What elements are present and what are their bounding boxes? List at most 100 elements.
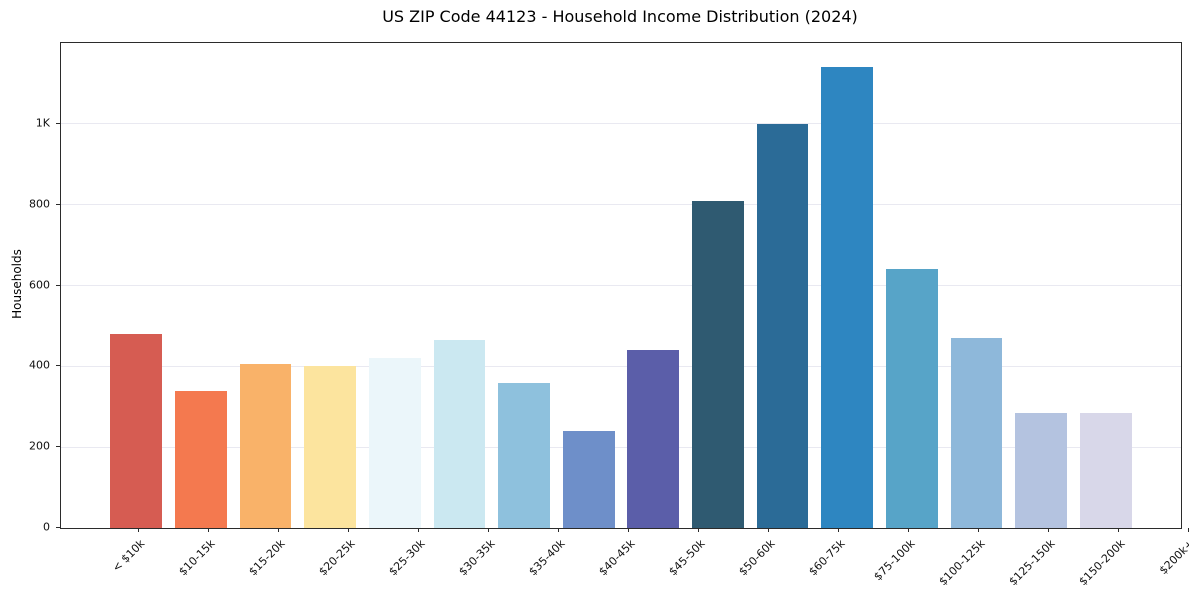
x-tick-mark — [558, 528, 559, 532]
bar-slot — [880, 43, 945, 528]
x-slot: $45-50k — [663, 528, 733, 590]
x-tick-mark — [698, 528, 699, 532]
x-tick-label: $30-35k — [455, 537, 498, 579]
y-tick-mark — [56, 284, 60, 286]
x-tick-mark — [1048, 528, 1049, 532]
gridline — [61, 285, 1181, 286]
x-tick-label: < $10k — [109, 537, 148, 575]
x-slot: $25-30k — [383, 528, 453, 590]
y-tick-label: 0 — [43, 520, 50, 534]
gridline — [61, 446, 1181, 448]
y-tick-mark — [56, 527, 60, 528]
bar-slot — [427, 43, 492, 528]
x-slot: $75-100k — [870, 528, 943, 590]
y-tick-mark — [56, 203, 60, 205]
bar — [110, 334, 163, 528]
bar-slot — [944, 43, 1009, 528]
x-tick-mark — [1118, 528, 1119, 532]
bar — [1079, 412, 1132, 528]
bar — [756, 123, 809, 528]
gridline-layer — [61, 43, 1181, 528]
y-tick-label: 200 — [29, 439, 50, 453]
x-tick-mark — [348, 528, 349, 532]
bar — [1015, 412, 1067, 528]
x-slot: $40-45k — [593, 528, 663, 590]
x-tick-label: $125-150k — [1006, 537, 1058, 589]
x-tick-label: $75-100k — [870, 537, 918, 584]
x-slot: $35-40k — [523, 528, 593, 590]
plot-area — [60, 42, 1182, 529]
bar — [885, 269, 938, 528]
x-tick-layer: < $10k $10-15k $15-20k $20-25k $25-30k $30-35… — [60, 528, 1189, 590]
x-tick-label: $40-45k — [595, 537, 638, 579]
y-tick-mark — [56, 122, 60, 124]
x-tick-label: $25-30k — [385, 537, 428, 579]
y-tick-label: 400 — [29, 358, 50, 372]
x-tick-label: $60-75k — [805, 537, 848, 579]
x-tick-mark — [418, 528, 419, 532]
bar-slot — [104, 43, 169, 528]
bar — [821, 67, 874, 528]
bar — [950, 338, 1003, 528]
bar-slot — [363, 43, 428, 528]
x-tick-label: $35-40k — [525, 537, 568, 579]
gridline — [61, 123, 1181, 125]
bar — [239, 364, 292, 528]
bar-slot — [492, 43, 557, 528]
x-slot: $60-75k — [803, 528, 873, 590]
bar — [562, 431, 615, 528]
chart-title: US ZIP Code 44123 - Household Income Dis… — [382, 7, 858, 26]
bar — [175, 390, 227, 528]
x-tick-label: $10-15k — [175, 537, 218, 579]
x-tick-mark — [138, 528, 139, 532]
x-tick-label: $15-20k — [245, 537, 288, 579]
y-tick-mark — [56, 365, 60, 367]
bar-slot — [1073, 43, 1138, 528]
x-tick-mark — [488, 528, 489, 532]
bar — [692, 200, 744, 528]
x-slot: $10-15k — [173, 528, 243, 590]
x-tick-label: $45-50k — [665, 537, 708, 579]
bar-slot — [815, 43, 880, 528]
bar-slot — [1009, 43, 1074, 528]
y-tick-mark — [56, 446, 60, 448]
x-tick-mark — [278, 528, 279, 532]
x-slot: < $10k — [103, 528, 173, 590]
x-slot: $150-200k — [1076, 528, 1153, 590]
x-tick-mark — [838, 528, 839, 532]
bar-slot — [686, 43, 751, 528]
x-tick-mark — [208, 528, 209, 532]
x-tick-label: $50-60k — [735, 537, 778, 579]
x-tick-label: $200k+ — [1157, 537, 1189, 578]
gridline — [61, 365, 1181, 367]
bar-slot — [556, 43, 621, 528]
x-tick-label: $100-125k — [936, 537, 988, 589]
bar — [433, 340, 486, 528]
x-tick-label: $150-200k — [1076, 537, 1128, 589]
bars-layer — [61, 43, 1181, 528]
x-tick-mark — [908, 528, 909, 532]
x-slot: $15-20k — [243, 528, 313, 590]
x-slot: $200k+ — [1153, 528, 1189, 590]
bar — [368, 358, 421, 528]
bar — [498, 382, 550, 528]
bar — [304, 366, 357, 528]
x-slot: $30-35k — [453, 528, 523, 590]
bar-slot — [621, 43, 686, 528]
bar-slot — [233, 43, 298, 528]
x-tick-mark — [628, 528, 629, 532]
x-slot: $50-60k — [733, 528, 803, 590]
x-tick-mark — [978, 528, 979, 532]
x-tick-label: $20-25k — [315, 537, 358, 579]
bar — [627, 350, 680, 528]
bar-slot — [750, 43, 815, 528]
gridline — [61, 204, 1181, 206]
bar-slot — [169, 43, 234, 528]
y-tick-label: 1K — [35, 116, 50, 130]
x-slot: $100-125k — [936, 528, 1013, 590]
x-tick-mark — [768, 528, 769, 532]
y-tick-label: 600 — [29, 278, 50, 291]
x-slot: $125-150k — [1006, 528, 1083, 590]
y-tick-label: 800 — [29, 197, 50, 211]
